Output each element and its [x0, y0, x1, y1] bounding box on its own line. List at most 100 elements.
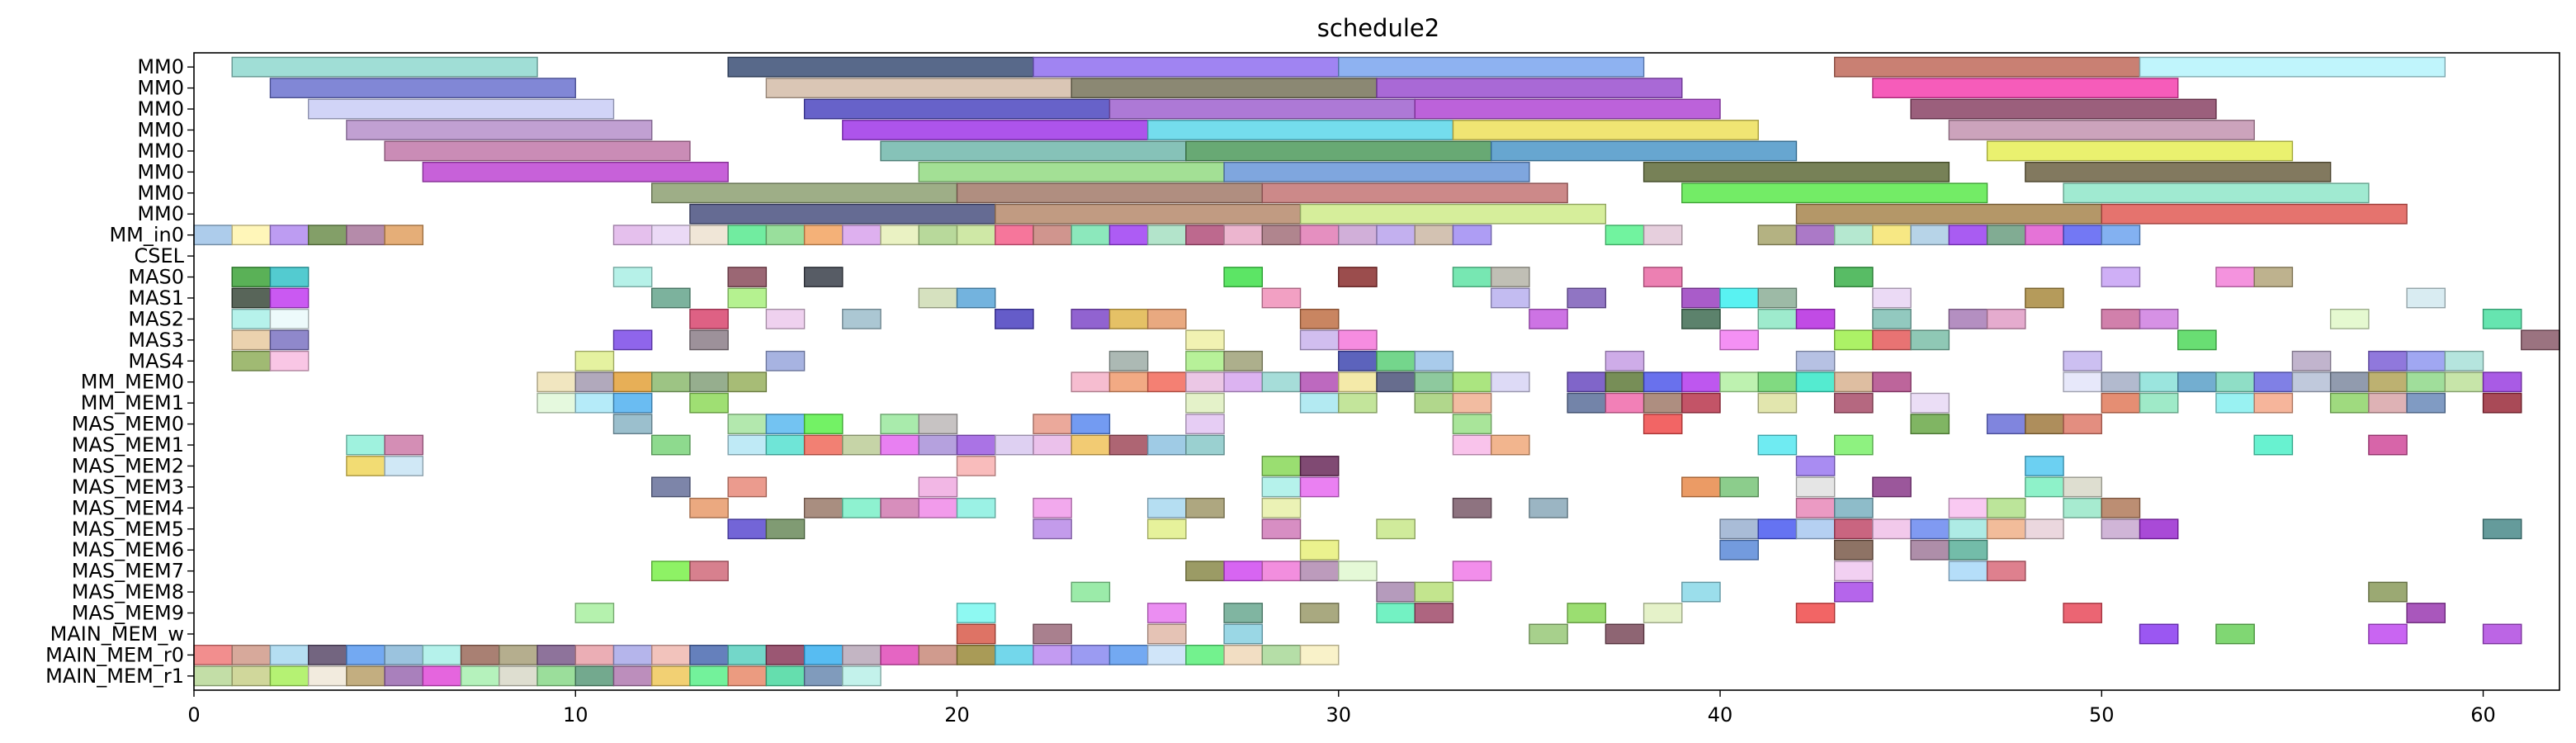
task-bar [1261, 476, 1302, 498]
task-bar [2139, 372, 2179, 393]
task-bar [1681, 581, 1721, 603]
task-bar [956, 434, 996, 456]
task-bar [1605, 623, 1645, 645]
task-bar [1948, 518, 1988, 540]
task-bar [1910, 329, 1950, 351]
task-bar [1605, 372, 1645, 393]
task-bar [231, 225, 272, 246]
task-bar [727, 372, 768, 393]
task-bar [231, 350, 272, 372]
task-bar [2215, 392, 2255, 414]
task-bar [1986, 518, 2026, 540]
task-bar [1223, 267, 1264, 287]
task-bar [307, 225, 347, 246]
task-bar [1681, 287, 1721, 309]
task-bar [1834, 539, 1874, 561]
task-bar [574, 644, 615, 665]
task-bar [651, 182, 958, 204]
task-bar [765, 414, 806, 434]
task-bar [2063, 372, 2102, 393]
task-bar [727, 644, 768, 665]
task-bar [422, 644, 462, 665]
task-bar [1605, 225, 1645, 246]
task-bar [1261, 644, 1302, 665]
task-bar [1223, 644, 1264, 665]
task-bar [1146, 518, 1187, 540]
task-bar [1452, 372, 1492, 393]
task-bar [2025, 476, 2064, 498]
task-bar [2177, 329, 2217, 351]
task-bar [1872, 78, 2179, 99]
task-bar [231, 329, 272, 351]
task-bar [1071, 309, 1111, 329]
task-bar [574, 603, 615, 623]
task-bar [1376, 603, 1416, 623]
task-bar [2101, 392, 2141, 414]
task-bar [1490, 434, 1530, 456]
task-bar [1299, 456, 1340, 476]
task-bar [880, 497, 919, 518]
task-bar [1299, 225, 1340, 246]
task-bar [269, 78, 576, 99]
task-bar [1108, 372, 1149, 393]
task-bar [1948, 120, 2255, 140]
y-tick-label: MM0 [137, 55, 184, 78]
task-bar [499, 665, 538, 687]
task-bar [1261, 287, 1302, 309]
y-tick-label: MAIN_MEM_r0 [45, 643, 184, 666]
task-bar [1146, 372, 1187, 393]
task-bar [346, 434, 385, 456]
task-bar [1872, 309, 1912, 329]
task-bar [1108, 644, 1149, 665]
task-bar [2063, 476, 2102, 498]
y-tick-label: MAS_MEM4 [72, 496, 184, 519]
y-axis: MM0MM0MM0MM0MM0MM0MM0MM0MM_in0CSELMAS0MA… [45, 55, 194, 688]
task-bar [460, 665, 500, 687]
task-bar [1757, 518, 1798, 540]
y-tick-label: MAS_MEM8 [72, 580, 184, 603]
task-bar [1948, 309, 1988, 329]
task-bar [1299, 561, 1340, 582]
x-tick-label: 50 [2089, 703, 2115, 726]
task-bar [1071, 225, 1111, 246]
task-bar [1872, 329, 1912, 351]
task-bar [1452, 497, 1492, 518]
task-bar [1795, 203, 2102, 225]
task-bar [2521, 329, 2560, 351]
task-bar [1642, 267, 1683, 287]
task-bar [2101, 225, 2141, 246]
task-bar [2063, 414, 2102, 434]
task-bar [1146, 434, 1187, 456]
task-bar [1452, 392, 1492, 414]
task-bar [1071, 644, 1111, 665]
task-bar [307, 98, 615, 120]
task-bar [1757, 372, 1798, 393]
task-bar [842, 644, 882, 665]
task-bar [1108, 225, 1149, 246]
task-bar [1299, 603, 1340, 623]
task-bar [918, 161, 1225, 182]
task-bar [651, 665, 691, 687]
task-bar [269, 329, 310, 351]
task-bar [727, 414, 768, 434]
task-bar [536, 392, 576, 414]
task-bar [2368, 434, 2408, 456]
task-bar [1223, 561, 1264, 582]
task-bar [1033, 225, 1072, 246]
chart-title: schedule2 [1317, 14, 1439, 42]
task-bar [1033, 497, 1072, 518]
task-bar [231, 644, 272, 665]
task-bar [918, 434, 958, 456]
task-bar [2025, 225, 2064, 246]
task-bar [689, 329, 729, 351]
task-bar [1642, 372, 1683, 393]
task-bar [1757, 434, 1798, 456]
task-bar [2368, 623, 2408, 645]
task-bar [1261, 518, 1302, 540]
task-bar [651, 434, 691, 456]
y-tick-label: MAS3 [128, 329, 184, 352]
task-bar [1414, 225, 1454, 246]
task-bar [1757, 225, 1798, 246]
task-bar [1185, 372, 1225, 393]
